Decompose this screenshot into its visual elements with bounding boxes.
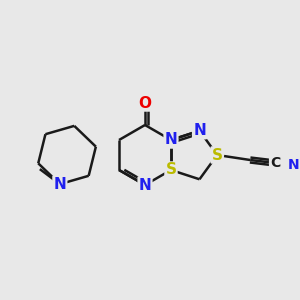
Text: O: O <box>139 95 152 110</box>
Text: N: N <box>287 158 299 172</box>
Text: S: S <box>212 148 223 163</box>
Text: C: C <box>270 156 280 170</box>
Text: N: N <box>53 177 66 192</box>
Text: N: N <box>165 133 177 148</box>
Text: S: S <box>166 163 176 178</box>
Text: N: N <box>193 123 206 138</box>
Text: N: N <box>139 178 152 193</box>
